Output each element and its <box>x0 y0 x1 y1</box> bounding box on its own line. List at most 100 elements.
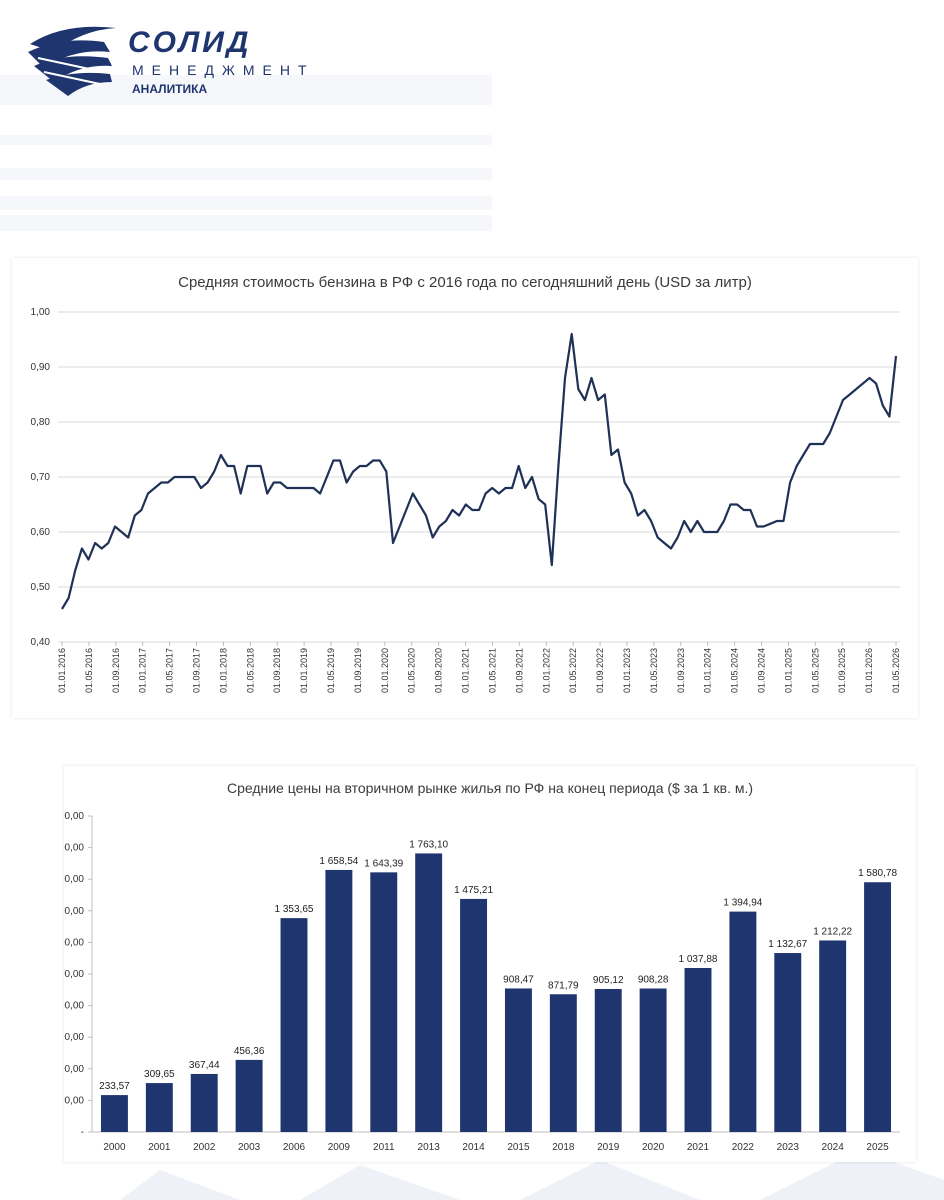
bar <box>819 940 847 1132</box>
x-category-label: 2006 <box>283 1142 306 1153</box>
x-tick-label: 01.09.2017 <box>192 648 202 693</box>
bar <box>460 898 488 1132</box>
y-tick-label: 0,50 <box>31 582 51 593</box>
y-tick-label: 200,00 <box>64 1095 84 1106</box>
fuel-price-series-line <box>61 332 898 610</box>
bar-value-label: 1 643,39 <box>364 858 403 869</box>
bar <box>100 1095 128 1132</box>
y-tick-label: 1,00 <box>31 307 51 318</box>
y-tick-label: 1 400,00 <box>64 906 84 917</box>
x-tick-label: 01.01.2021 <box>461 648 471 693</box>
bar-value-label: 1 763,10 <box>409 839 448 850</box>
x-tick-label: 01.05.2024 <box>730 648 740 693</box>
bar-value-label: 871,79 <box>548 980 579 991</box>
y-tick-label: 0,40 <box>31 637 51 648</box>
housing-price-bar-chart: - 200,00 400,00 600,00 800,00 1 000,00 1 200,0… <box>64 811 900 1153</box>
y-tick-label: 0,70 <box>31 472 51 483</box>
y-tick-label: 1 000,00 <box>64 969 84 980</box>
y-tick-label: 600,00 <box>64 1032 84 1043</box>
housing-chart-title: Средние цены на вторичном рынке жилья по… <box>226 780 754 796</box>
x-category-label: 2002 <box>193 1142 216 1153</box>
x-tick-label: 01.09.2022 <box>595 648 605 693</box>
x-category-label: 2014 <box>462 1142 485 1153</box>
bar-value-label: 908,47 <box>503 974 534 985</box>
bar-value-label: 1 394,94 <box>723 898 762 909</box>
bar <box>370 872 398 1132</box>
bar-value-label: 309,65 <box>144 1069 175 1080</box>
x-tick-label: 01.09.2019 <box>353 648 363 693</box>
bar-value-label: 1 580,78 <box>858 868 897 879</box>
company-logo: СОЛИД МЕНЕДЖМЕНТ АНАЛИТИКА <box>24 22 344 102</box>
y-tick-label: 1 600,00 <box>64 874 84 885</box>
bar <box>594 988 622 1132</box>
brand-tag: АНАЛИТИКА <box>132 82 208 96</box>
x-tick-label: 01.05.2025 <box>810 648 820 693</box>
y-tick-label: 0,60 <box>31 527 51 538</box>
bar <box>280 918 308 1132</box>
bar <box>729 911 757 1132</box>
x-tick-label: 01.01.2017 <box>138 648 148 693</box>
x-category-label: 2003 <box>238 1142 261 1153</box>
x-tick-label: 01.05.2022 <box>568 648 578 693</box>
bar <box>639 988 667 1132</box>
x-tick-label: 01.09.2023 <box>676 648 686 693</box>
bar <box>325 869 353 1132</box>
x-category-label: 2013 <box>418 1142 441 1153</box>
y-tick-label: 1 200,00 <box>64 937 84 948</box>
bar <box>235 1059 263 1132</box>
bar-value-label: 908,28 <box>638 974 669 985</box>
bar-value-label: 1 037,88 <box>679 954 718 965</box>
y-tick-label: 1 800,00 <box>64 843 84 854</box>
bar-value-label: 905,12 <box>593 975 624 986</box>
bar-value-label: 1 658,54 <box>319 856 358 867</box>
x-category-label: 2021 <box>687 1142 710 1153</box>
y-tick-label: 2 000,00 <box>64 811 84 822</box>
x-category-label: 2011 <box>373 1142 395 1153</box>
x-category-label: 2024 <box>822 1142 845 1153</box>
y-tick-label: 0,90 <box>31 362 51 373</box>
bar-value-label: 1 132,67 <box>768 939 807 950</box>
x-tick-label: 01.09.2018 <box>272 648 282 693</box>
bar-value-label: 456,36 <box>234 1046 265 1057</box>
bar <box>864 882 892 1132</box>
x-category-label: 2000 <box>103 1142 126 1153</box>
bar <box>190 1073 218 1132</box>
x-tick-label: 01.01.2018 <box>218 648 228 693</box>
y-tick-label: 400,00 <box>64 1064 84 1075</box>
x-tick-label: 01.01.2020 <box>380 648 390 693</box>
bar-value-label: 1 475,21 <box>454 885 493 896</box>
housing-price-chart-panel: Средние цены на вторичном рынке жилья по… <box>64 766 916 1162</box>
x-category-label: 2022 <box>732 1142 755 1153</box>
x-tick-label: 01.01.2016 <box>57 648 67 693</box>
brand-name: СОЛИД <box>128 26 252 59</box>
bar <box>504 988 532 1132</box>
bar <box>415 853 443 1132</box>
x-category-label: 2001 <box>148 1142 171 1153</box>
bar-value-label: 1 212,22 <box>813 926 852 937</box>
bar-value-label: 233,57 <box>99 1081 130 1092</box>
x-category-label: 2009 <box>328 1142 351 1153</box>
x-tick-label: 01.05.2023 <box>649 648 659 693</box>
bar-value-label: 1 353,65 <box>275 904 314 915</box>
y-tick-label: 0,80 <box>31 417 51 428</box>
y-tick-label: - <box>81 1127 84 1138</box>
x-tick-label: 01.05.2026 <box>891 648 901 693</box>
x-tick-label: 01.09.2024 <box>756 648 766 693</box>
x-category-label: 2023 <box>777 1142 800 1153</box>
x-tick-label: 01.01.2019 <box>299 648 309 693</box>
x-tick-label: 01.09.2020 <box>434 648 444 693</box>
bar <box>145 1083 173 1132</box>
x-tick-label: 01.01.2024 <box>703 648 713 693</box>
x-category-label: 2019 <box>597 1142 620 1153</box>
x-category-label: 2025 <box>866 1142 889 1153</box>
brand-subtitle: МЕНЕДЖМЕНТ <box>132 62 315 78</box>
x-category-label: 2020 <box>642 1142 665 1153</box>
x-tick-label: 01.01.2023 <box>622 648 632 693</box>
y-tick-label: 800,00 <box>64 1001 84 1012</box>
x-tick-label: 01.01.2026 <box>864 648 874 693</box>
fuel-chart-title: Средняя стоимость бензина в РФ с 2016 го… <box>178 274 752 291</box>
x-tick-label: 01.09.2016 <box>111 648 121 693</box>
bar <box>549 994 577 1132</box>
x-tick-label: 01.09.2025 <box>837 648 847 693</box>
